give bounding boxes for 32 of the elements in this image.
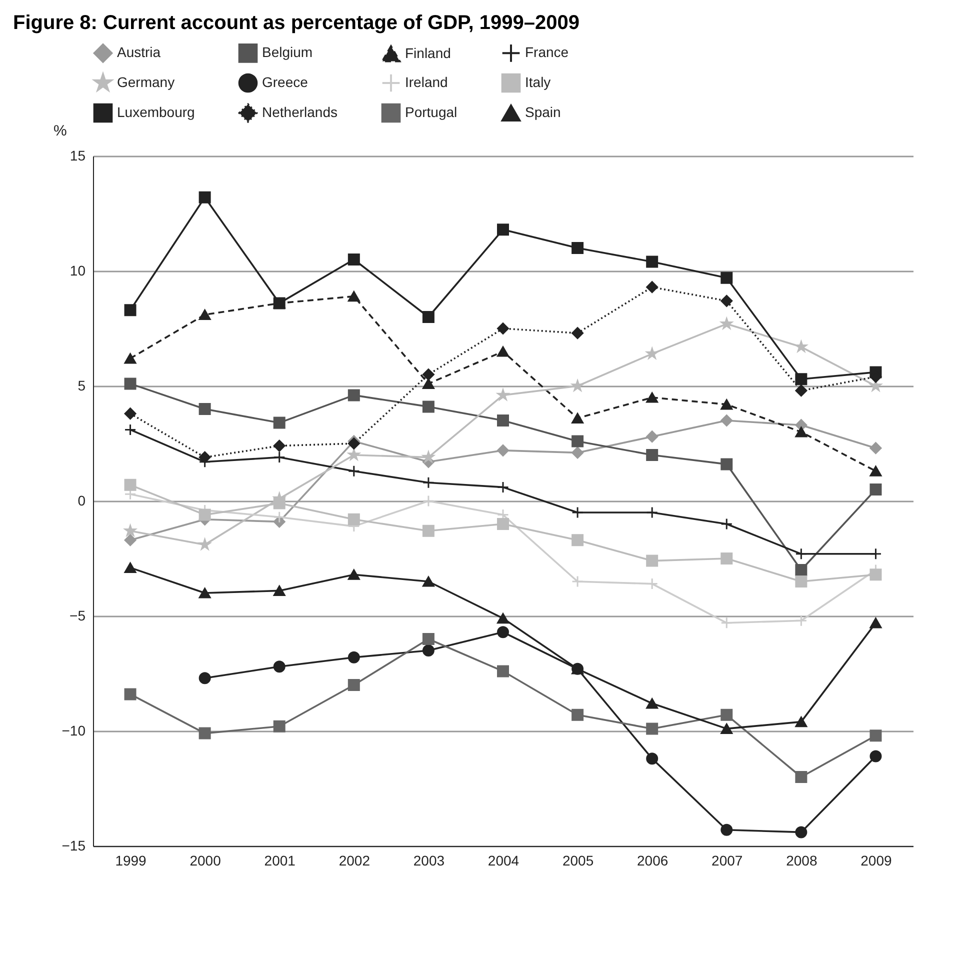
x-tick-label: 2002 (338, 852, 370, 868)
y-tick-label: 10 (70, 262, 86, 278)
y-tick-label: −10 (62, 722, 86, 738)
x-tick-label: 2006 (637, 852, 668, 868)
x-tick-label: 2005 (562, 852, 594, 868)
legend-label: Belgium (262, 44, 313, 60)
legend-label: Spain (525, 104, 561, 120)
y-tick-label: 0 (78, 492, 86, 508)
legend-label: Greece (262, 74, 308, 90)
y-tick-label: 15 (70, 148, 86, 164)
x-tick-label: 2000 (190, 852, 222, 868)
chart-title: Figure 8: Current account as percentage of GDP, 1999–2009 (13, 12, 580, 34)
y-axis-title: % (54, 122, 67, 140)
legend-label: Italy (525, 74, 551, 90)
x-tick-label: 2008 (786, 852, 818, 868)
legend-label: Luxembourg (117, 104, 195, 120)
y-tick-label: −5 (70, 608, 86, 624)
legend-label: Germany (117, 74, 175, 90)
x-tick-label: 1999 (115, 852, 147, 868)
x-tick-label: 2001 (264, 852, 296, 868)
legend-label: Portugal (405, 104, 458, 120)
x-tick-label: 2009 (860, 852, 892, 868)
legend-label: Austria (117, 44, 161, 60)
y-tick-label: −15 (62, 838, 86, 854)
legend-label: Netherlands (262, 104, 338, 120)
x-tick-label: 2003 (413, 852, 445, 868)
legend-label: Finland (405, 44, 451, 61)
legend-label: Ireland (405, 74, 448, 90)
x-tick-label: 2004 (488, 852, 520, 868)
y-tick-label: 5 (78, 378, 86, 394)
x-tick-label: 2007 (712, 852, 743, 868)
legend-label: France (525, 44, 569, 60)
